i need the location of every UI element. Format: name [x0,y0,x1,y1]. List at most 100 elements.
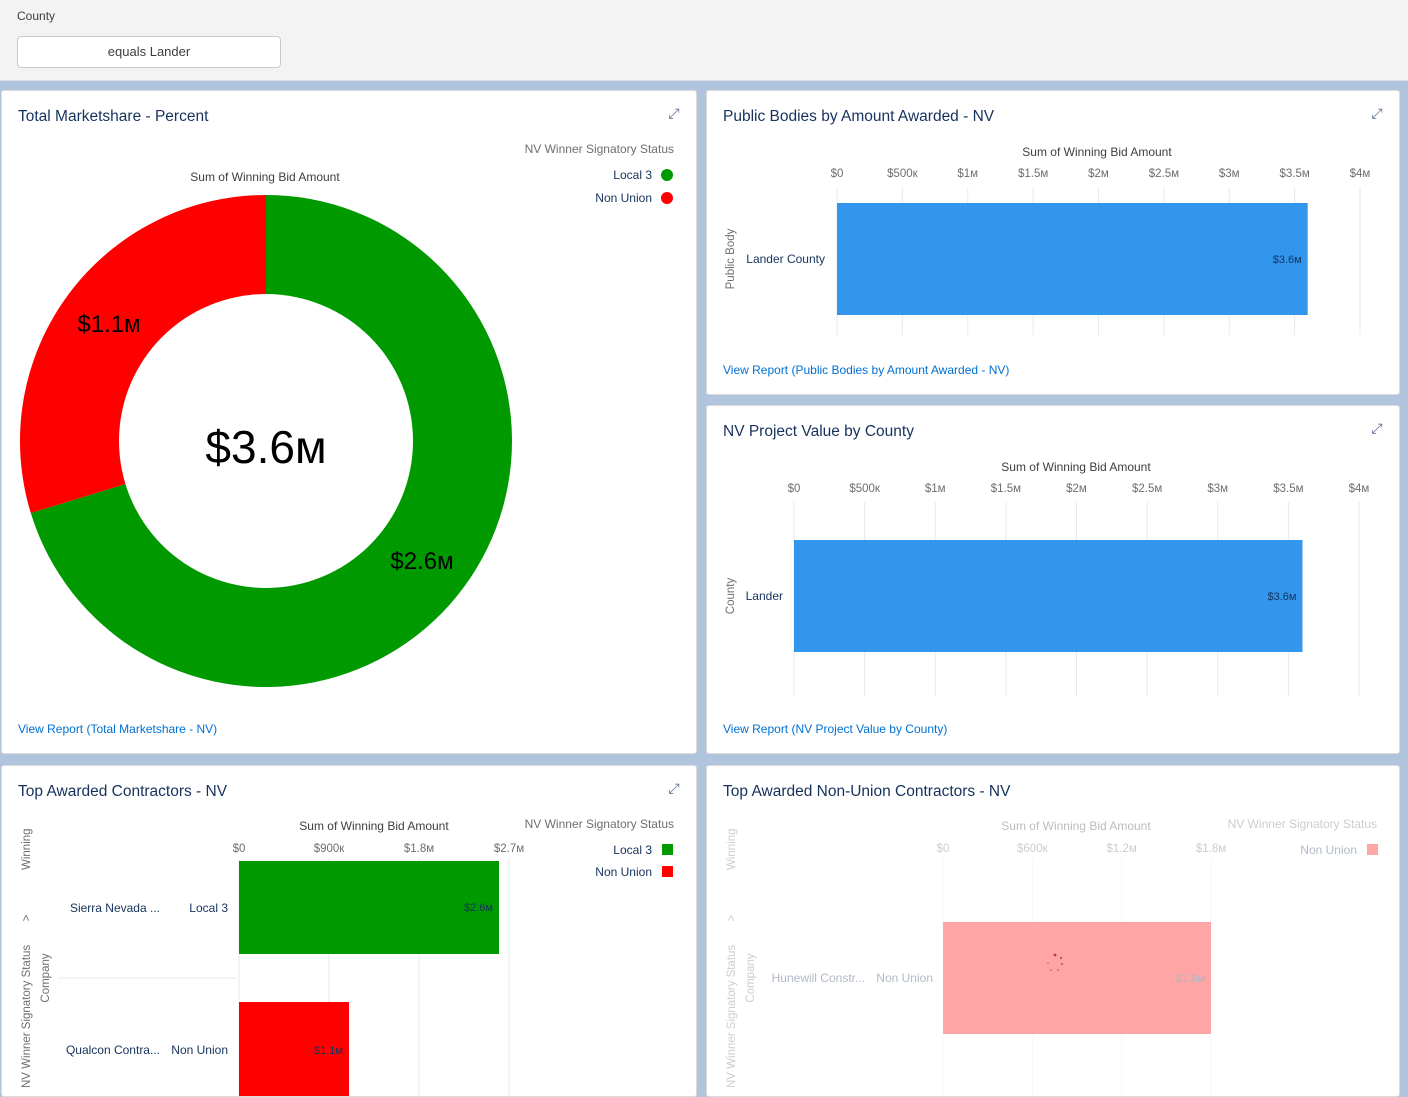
donut-total: $3.6м [205,421,326,473]
x-tick-label: $3.5м [1279,168,1309,180]
y-axis-title-winning: Winning [726,828,738,870]
x-tick-label: $0 [831,168,844,180]
legend-item-local3: Local 3 [613,168,652,182]
card-title: Top Awarded Non-Union Contractors - NV [723,783,1011,800]
company-label: Hunewill Constr... [772,971,865,985]
expand-icon[interactable]: ⤢ [668,780,680,796]
bar-hunewill[interactable] [943,922,1211,1034]
company-label: Sierra Nevada ... [70,901,160,915]
public-bodies-card: Public Bodies by Amount Awarded - NV ⤢ S… [706,90,1400,395]
x-tick-label: $1.8м [1196,843,1226,855]
filter-label: County [17,9,56,23]
x-axis: $0 $500к $1м $1.5м $2м $2.5м $3м $3.5м $4м [788,483,1370,696]
x-tick-label: $500к [887,168,919,180]
legend-swatch-nonunion [661,192,673,204]
view-report-link[interactable]: View Report (Total Marketshare - NV) [18,722,218,736]
axis-title: Sum of Winning Bid Amount [1001,460,1151,474]
x-tick-label: $1м [957,168,978,180]
category-label: Lander County [746,252,825,266]
x-tick-label: $0 [937,843,950,855]
chart-subtitle: Sum of Winning Bid Amount [190,170,340,184]
bar-value-label: $1.1м [314,1045,343,1057]
x-tick-label: $2м [1066,483,1087,495]
y-axis-title: Public Body [725,228,737,289]
card-title: Top Awarded Contractors - NV [18,783,228,800]
filter-bar: County equals Lander [0,0,1408,81]
x-tick-label: $2.5м [1132,483,1162,495]
legend-item-local3: Local 3 [613,843,652,857]
bar-value-label: $1.8м [1176,973,1205,985]
legend-item-nonunion: Non Union [1300,843,1357,857]
expand-icon[interactable]: ⤢ [1371,420,1383,436]
x-tick-label: $0 [233,843,246,855]
top-contractors-card: Top Awarded Contractors - NV ⤢ Sum of Wi… [1,765,697,1097]
x-tick-label: $2м [1088,168,1109,180]
x-tick-label: $1.2м [1107,843,1137,855]
legend-swatch-local3 [662,844,673,855]
legend-title: NV Winner Signatory Status [1228,817,1377,831]
card-title: Public Bodies by Amount Awarded - NV [723,108,995,125]
y-axis-title-separator: > [726,914,738,921]
marketshare-card: Total Marketshare - Percent ⤢ Sum of Win… [1,90,697,754]
legend-title: NV Winner Signatory Status [525,142,674,156]
x-tick-label: $1.8м [404,843,434,855]
legend-item-nonunion: Non Union [595,191,652,205]
status-label: Local 3 [189,901,228,915]
x-tick-label: $4м [1349,483,1370,495]
x-tick-label: $2.7м [494,843,524,855]
card-title: NV Project Value by County [723,423,914,440]
y-axis-title-status: NV Winner Signatory Status [21,945,33,1088]
bar-value-label: $2.6м [464,902,493,914]
card-title: Total Marketshare - Percent [18,108,209,125]
company-label: Qualcon Contra... [66,1043,160,1057]
bar-value-label: $3.6м [1268,591,1297,603]
county-value-card: NV Project Value by County ⤢ Sum of Winn… [706,405,1400,754]
y-axis-title-separator: > [21,914,33,921]
expand-icon[interactable]: ⤢ [1371,105,1383,121]
x-tick-label: $1м [925,483,946,495]
bar-lander-county[interactable] [837,203,1308,315]
axis-title: Sum of Winning Bid Amount [1022,145,1172,159]
y-axis-title-status: NV Winner Signatory Status [726,945,738,1088]
y-axis-title-company: Company [745,953,757,1002]
category-label: Lander [746,589,783,603]
y-axis-title-winning: Winning [21,828,33,870]
bar-value-label: $3.6м [1273,254,1302,266]
donut-hole [119,294,413,588]
legend-item-nonunion: Non Union [595,865,652,879]
loading-spinner-icon [1047,953,1064,971]
x-tick-label: $3.5м [1273,483,1303,495]
x-tick-label: $500к [849,483,881,495]
status-label: Non Union [876,971,933,985]
x-tick-label: $1.5м [991,483,1021,495]
slice-label-nonunion: $1.1м [77,311,140,338]
view-report-link[interactable]: View Report (Public Bodies by Amount Awa… [723,363,1010,377]
x-tick-label: $1.5м [1018,168,1048,180]
bar-chart-county: Sum of Winning Bid Amount $0 $500к $1м $1.5… [725,460,1370,696]
bar-chart-top-contractors: Sum of Winning Bid Amount $0 $900к $1.8м $2… [21,817,674,1096]
slice-label-local3: $2.6м [390,548,453,575]
bar-sierra-nevada[interactable] [239,861,499,954]
bar-chart-nonunion: Sum of Winning Bid Amount $0 $600к $1.2м $1… [726,817,1378,1096]
axis-title: Sum of Winning Bid Amount [299,819,449,833]
axis-title: Sum of Winning Bid Amount [1001,819,1151,833]
county-filter-pill[interactable]: equals Lander [17,36,281,68]
bar-lander[interactable] [794,540,1303,652]
x-axis: $0 $600к $1.2м $1.8м [937,843,1226,1096]
x-tick-label: $900к [314,843,346,855]
x-tick-label: $600к [1017,843,1049,855]
x-tick-label: $3м [1207,483,1228,495]
x-tick-label: $3м [1219,168,1240,180]
legend-swatch-local3 [661,169,673,181]
bar-qualcon[interactable] [239,1002,349,1096]
bar-chart-public-bodies: Sum of Winning Bid Amount $0 $500к $1м $1.5… [725,145,1370,335]
expand-icon[interactable]: ⤢ [668,105,680,121]
view-report-link[interactable]: View Report (NV Project Value by County) [723,722,948,736]
nonunion-contractors-card: Top Awarded Non-Union Contractors - NV S… [706,765,1400,1097]
legend-swatch-nonunion [662,866,673,877]
x-tick-label: $0 [788,483,801,495]
legend-title: NV Winner Signatory Status [525,817,674,831]
x-tick-label: $2.5м [1149,168,1179,180]
y-axis-title-company: Company [40,953,52,1002]
y-axis-title: County [725,578,737,615]
